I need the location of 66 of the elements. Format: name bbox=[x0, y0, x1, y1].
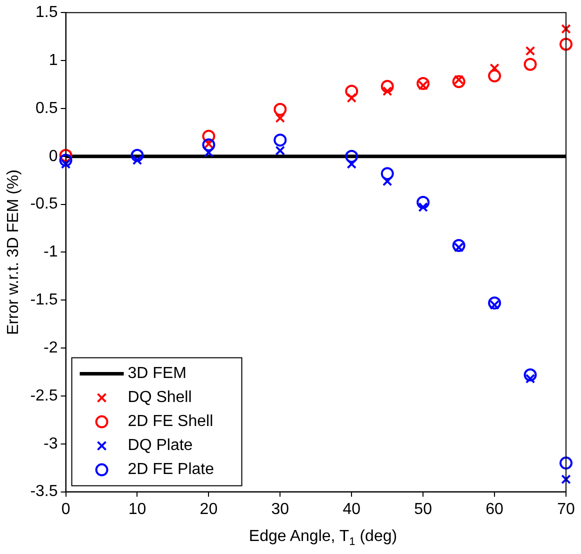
y-tick-label: -3 bbox=[44, 435, 58, 452]
legend-label: DQ Shell bbox=[128, 389, 192, 406]
x-tick-label: 70 bbox=[557, 500, 575, 518]
point bbox=[60, 159, 71, 169]
legend-label: DQ Plate bbox=[128, 437, 193, 454]
point bbox=[204, 148, 214, 158]
legend-label: 2D FE Shell bbox=[128, 413, 214, 430]
point bbox=[560, 456, 572, 470]
point bbox=[524, 58, 537, 71]
point bbox=[416, 196, 430, 209]
y-tick-label: 0.5 bbox=[36, 100, 58, 117]
point bbox=[454, 74, 464, 85]
point bbox=[380, 80, 394, 93]
y-tick-label: -1.5 bbox=[30, 292, 58, 309]
point bbox=[345, 150, 358, 163]
point bbox=[525, 374, 536, 384]
point bbox=[345, 84, 358, 98]
y-tick-label: -2.5 bbox=[30, 387, 58, 404]
point bbox=[275, 113, 286, 123]
point bbox=[346, 159, 357, 169]
legend-label: 3D FEM bbox=[128, 365, 186, 382]
point bbox=[59, 154, 72, 167]
x-tick-label: 20 bbox=[200, 500, 218, 518]
point bbox=[382, 176, 392, 186]
point bbox=[418, 202, 428, 212]
point bbox=[560, 38, 572, 51]
x-tick-label: 10 bbox=[128, 500, 146, 518]
y-tick-label: -1 bbox=[44, 244, 58, 261]
point bbox=[132, 155, 142, 166]
y-tick-label: -2 bbox=[44, 339, 58, 356]
point bbox=[490, 300, 500, 310]
point bbox=[488, 69, 502, 82]
point bbox=[488, 296, 502, 310]
y-tick-label: 1.5 bbox=[36, 4, 58, 22]
point bbox=[452, 238, 466, 252]
y-tick-label: -3.5 bbox=[30, 483, 58, 500]
point bbox=[59, 148, 72, 162]
x-tick-label: 60 bbox=[486, 500, 504, 518]
x-tick-label: 50 bbox=[414, 500, 432, 518]
point bbox=[202, 130, 216, 143]
legend-label: 2D FE Plate bbox=[128, 461, 214, 478]
y-axis-title: Error w.r.t. 3D FEM (%) bbox=[5, 170, 22, 335]
point bbox=[274, 134, 287, 147]
point bbox=[561, 24, 571, 34]
point bbox=[202, 138, 216, 152]
point bbox=[525, 46, 536, 56]
point bbox=[416, 77, 430, 90]
point bbox=[275, 146, 286, 156]
x-tick-label: 0 bbox=[61, 500, 70, 518]
point bbox=[380, 167, 394, 180]
y-tick-label: 0 bbox=[48, 148, 58, 165]
point bbox=[204, 139, 214, 149]
point bbox=[524, 368, 537, 382]
point bbox=[454, 242, 464, 252]
point bbox=[490, 63, 500, 74]
x-axis-title: Edge Angle, T$_{1}$ (deg) bbox=[248, 528, 398, 548]
point bbox=[274, 102, 287, 116]
point bbox=[130, 148, 144, 162]
point bbox=[382, 86, 392, 96]
y-tick-label: -0.5 bbox=[30, 196, 58, 213]
point bbox=[561, 474, 571, 484]
point bbox=[346, 93, 357, 103]
x-tick-label: 40 bbox=[342, 500, 361, 518]
x-tick-label: 30 bbox=[271, 500, 290, 518]
y-tick-label: 1 bbox=[48, 52, 58, 69]
point bbox=[452, 75, 466, 88]
